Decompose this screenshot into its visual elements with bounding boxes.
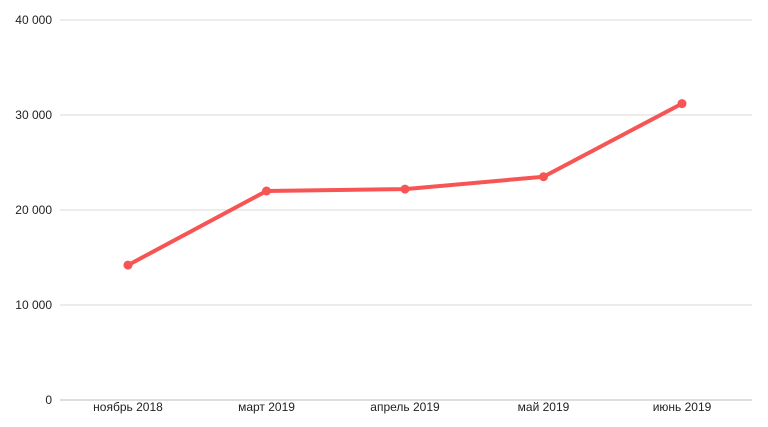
- gridlines: [60, 19, 752, 401]
- data-point-0[interactable]: [123, 260, 133, 270]
- x-tick-label-1: март 2019: [238, 400, 295, 414]
- x-axis-tick-labels: ноябрь 2018 март 2019 апрель 2019 май 2019 и…: [93, 400, 711, 414]
- series-group: [123, 99, 687, 270]
- y-tick-label-1: 10 000: [15, 298, 52, 312]
- x-tick-label-0: ноябрь 2018: [93, 400, 163, 414]
- y-tick-label-2: 20 000: [15, 203, 52, 217]
- y-axis-tick-labels: 0 10 000 20 000 30 000 40 000: [15, 13, 52, 407]
- x-tick-label-2: апрель 2019: [370, 400, 440, 414]
- y-tick-label-3: 30 000: [15, 108, 52, 122]
- y-tick-label-4: 40 000: [15, 13, 52, 27]
- series-line-0: [126, 101, 684, 268]
- x-tick-label-3: май 2019: [518, 400, 570, 414]
- data-point-3[interactable]: [539, 172, 548, 182]
- data-point-4[interactable]: [677, 99, 687, 109]
- y-tick-label-0: 0: [45, 393, 52, 407]
- data-point-2[interactable]: [400, 184, 410, 194]
- data-point-1[interactable]: [262, 186, 271, 196]
- x-tick-label-4: июнь 2019: [653, 400, 712, 414]
